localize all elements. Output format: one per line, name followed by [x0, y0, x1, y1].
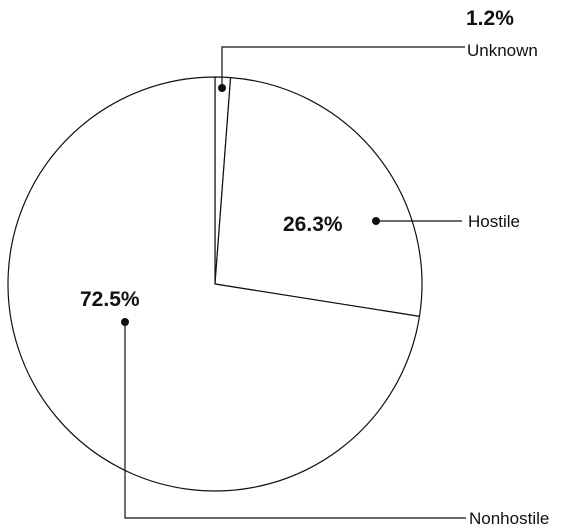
category-label-hostile: Hostile	[468, 212, 520, 231]
leader-lines	[121, 46, 466, 519]
leader-dot-hostile	[372, 217, 380, 225]
leader-line-unknown	[221, 46, 465, 88]
category-label-nonhostile: Nonhostile	[469, 509, 549, 528]
value-label-nonhostile: 72.5%	[80, 288, 140, 311]
value-label-hostile: 26.3%	[283, 213, 343, 236]
category-label-unknown: Unknown	[467, 41, 538, 60]
leader-dot-unknown	[218, 84, 226, 92]
leader-dot-nonhostile	[121, 318, 129, 326]
pie-slices	[7, 76, 423, 492]
leader-line-nonhostile	[124, 322, 466, 519]
pie-slice-hostile	[214, 76, 423, 317]
value-label-unknown: 1.2%	[466, 7, 514, 30]
slice-labels: 1.2% Unknown 26.3% Hostile 72.5% Nonhost…	[80, 7, 549, 528]
pie-slice-nonhostile	[7, 76, 421, 492]
